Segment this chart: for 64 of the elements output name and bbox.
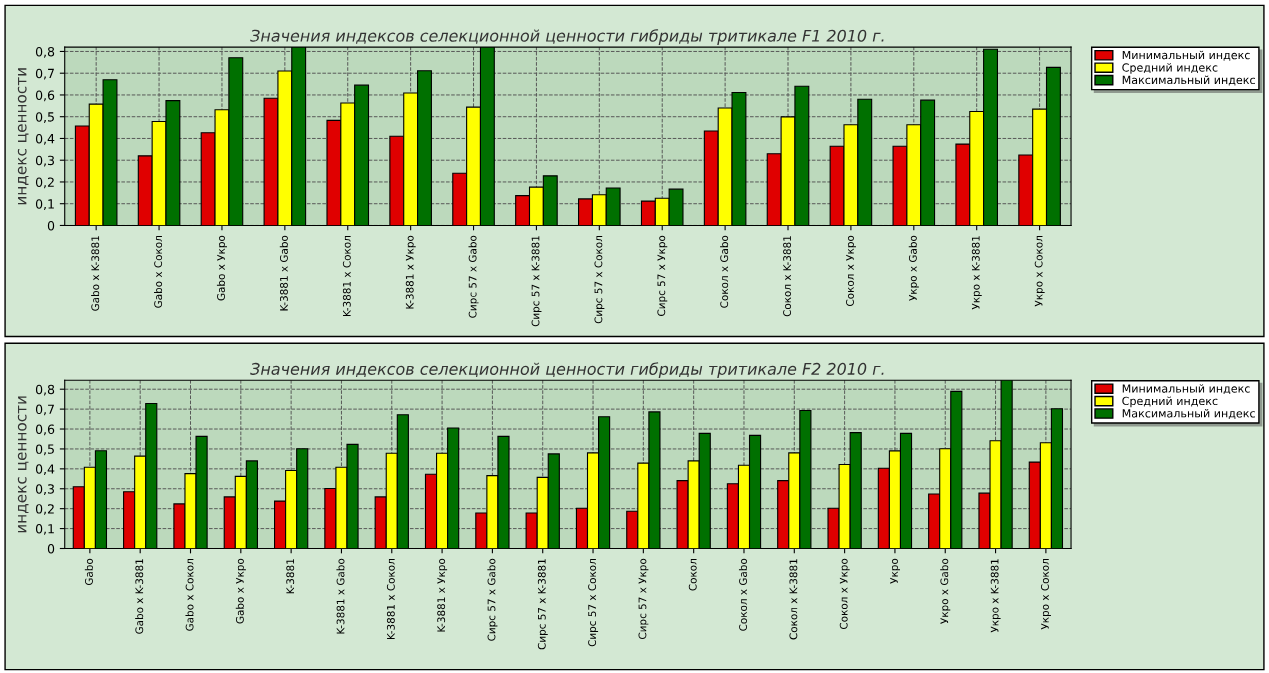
x-tick-label: Gabo x Сокол xyxy=(185,559,194,631)
x-tick-label: Укро x Gabo xyxy=(940,558,951,624)
x-tick-label: Сирс 57 x Gabo xyxy=(487,558,498,641)
x-tick-label: K-3881 x Укро xyxy=(437,558,448,632)
x-tick-label: Сокол x K-3881 xyxy=(789,559,798,640)
y-tick-label: 0,8 xyxy=(35,46,55,58)
x-tick-label: Укро x Сокол xyxy=(1034,236,1045,307)
y-tick-label: 0,6 xyxy=(35,424,55,436)
x-tick-label: Сокол x Gabo xyxy=(720,235,729,308)
x-tick-label: Сокол x Укро xyxy=(839,558,850,630)
x-tick-label: Сокол x K-3881 xyxy=(783,236,792,317)
y-tick-label: 0,1 xyxy=(35,524,54,535)
x-tick-label: Укро x K-3881 xyxy=(990,559,1001,633)
y-tick-label: 0,5 xyxy=(35,444,54,456)
x-tick-label: Сирс 57 x Сокол xyxy=(594,236,605,324)
x-tick-label: Укро x Gabo xyxy=(908,235,919,301)
x-tick-label: Сокол xyxy=(688,559,697,591)
x-tick-label: Сирс 57 x K-3881 xyxy=(531,236,542,327)
y-tick-label: 0,2 xyxy=(35,504,54,515)
x-tick-label: K-3881 x Укро xyxy=(405,235,416,309)
y-tick-label: 0,3 xyxy=(35,484,54,495)
x-tick-label: K-3881 xyxy=(286,559,295,594)
legend-label: Минимальный индекс xyxy=(1122,384,1250,395)
x-tick-label: Укро x K-3881 xyxy=(971,236,982,310)
y-tick-label: 0 xyxy=(47,543,55,554)
x-tick-label: Сирс 57 x Укро xyxy=(638,558,649,639)
x-tick-label: K-3881 x Сокол xyxy=(386,559,395,639)
x-tick-label: Gabo xyxy=(84,558,93,586)
y-tick-label: 0,3 xyxy=(35,155,54,167)
y-tick-label: 0,1 xyxy=(35,199,54,210)
y-axis-title: индекс ценности xyxy=(17,68,29,205)
x-tick-label: Gabo x Сокол xyxy=(154,236,163,308)
x-tick-label: Сирс 57 x Сокол xyxy=(588,559,599,647)
x-tick-label: Сокол x Укро xyxy=(846,235,856,306)
x-tick-label: Сирс 57 x Gabo xyxy=(468,235,479,318)
y-tick-label: 0,4 xyxy=(35,133,55,145)
chart-title: Значения индексов селекционной ценности гибриды тритикале F1 2010 г. xyxy=(250,29,884,45)
legend-label: Средний индекс xyxy=(1122,63,1218,74)
y-tick-label: 0,7 xyxy=(35,404,54,416)
y-axis-title: индекс ценности xyxy=(17,396,29,533)
y-tick-label: 0,7 xyxy=(35,68,54,80)
y-tick-label: 0,8 xyxy=(35,384,55,396)
y-tick-label: 0,2 xyxy=(35,177,54,189)
x-tick-label: K-3881 x Gabo xyxy=(336,558,345,634)
legend-label: Средний индекс xyxy=(1122,396,1218,408)
y-tick-label: 0,5 xyxy=(35,112,54,123)
y-tick-label: 0,4 xyxy=(35,464,55,476)
x-tick-label: Укро xyxy=(890,558,900,584)
legend-label: Максимальный индекс xyxy=(1122,408,1255,419)
x-tick-label: Gabo x K-3881 xyxy=(135,559,144,634)
x-tick-label: K-3881 x Gabo xyxy=(279,235,288,311)
y-tick-label: 0 xyxy=(47,220,55,231)
x-tick-label: Сокол x Gabo xyxy=(738,558,748,631)
x-tick-label: Укро x Сокол xyxy=(1041,559,1051,630)
y-tick-label: 0,6 xyxy=(35,90,55,102)
x-tick-label: Gabo x K-3881 xyxy=(91,236,100,311)
x-tick-label: Сирс 57 x Укро xyxy=(657,235,668,316)
legend-label: Минимальный индекс xyxy=(1122,50,1250,61)
legend-label: Максимальный индекс xyxy=(1122,75,1255,86)
x-tick-label: Gabo x Укро xyxy=(216,235,227,301)
x-tick-label: Gabo x Укро xyxy=(235,558,246,624)
chart-title: Значения индексов селекционной ценности гибриды тритикале F2 2010 г. xyxy=(250,362,884,379)
x-tick-label: Сирс 57 x K-3881 xyxy=(537,559,548,650)
x-tick-label: K-3881 x Сокол xyxy=(342,236,351,316)
